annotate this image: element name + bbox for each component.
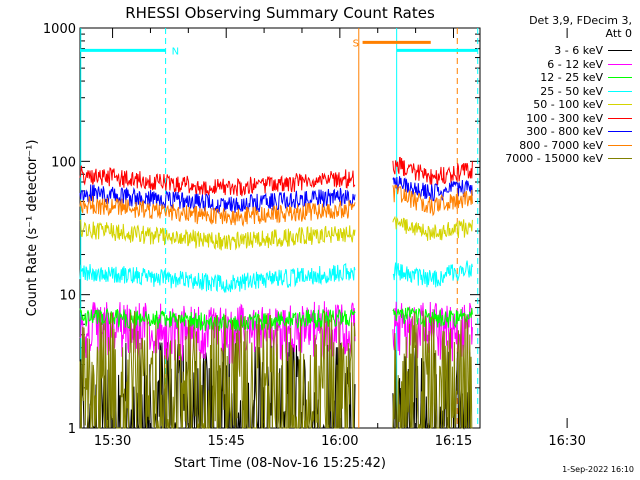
series-line-8: [79, 310, 356, 429]
series-line-4: [79, 219, 356, 251]
legend-item: 25 - 50 keV: [540, 85, 632, 98]
legend-swatch: [608, 50, 632, 51]
legend-swatch: [608, 158, 632, 159]
series-line-7: [79, 195, 356, 227]
y-tick-label: 1: [68, 422, 76, 437]
x-tick-label: 16:00: [321, 434, 358, 449]
legend-label: 7000 - 15000 keV: [505, 152, 603, 165]
legend-item: 100 - 300 keV: [526, 112, 632, 125]
legend-title-line2: Att 0: [605, 27, 632, 40]
legend-label: 25 - 50 keV: [540, 84, 603, 98]
y-tick-label: 1000: [43, 22, 76, 37]
legend-item: 12 - 25 keV: [540, 71, 632, 84]
legend-swatch: [608, 63, 632, 65]
series-line-3: [79, 262, 356, 294]
series-line-5: [392, 156, 473, 187]
legend-label: 6 - 12 keV: [547, 57, 603, 71]
y-tick-label: 10: [59, 289, 76, 304]
legend-swatch: [608, 131, 632, 132]
legend-item: 6 - 12 keV: [547, 58, 632, 71]
legend-swatch: [608, 77, 632, 78]
legend-title-line1: Det 3,9, FDecim 3,: [529, 14, 632, 27]
series-line-1: [79, 301, 356, 364]
x-tick-label: 15:45: [207, 434, 244, 449]
legend-label: 800 - 7000 keV: [519, 138, 603, 152]
legend-swatch: [608, 90, 632, 92]
chart-title: RHESSI Observing Summary Count Rates: [125, 4, 435, 22]
legend-label: 3 - 6 keV: [554, 44, 603, 57]
x-tick-label: 15:30: [94, 434, 131, 449]
legend-item: 50 - 100 keV: [533, 98, 632, 111]
series-line-2: [392, 306, 473, 329]
legend-swatch: [608, 144, 632, 146]
legend-item: 7000 - 15000 keV: [505, 152, 632, 165]
series-line-5: [79, 165, 356, 197]
annotation-label: S: [353, 38, 359, 49]
series-line-7: [392, 184, 473, 217]
legend-swatch: [608, 117, 632, 119]
annotation-label: N: [172, 46, 179, 57]
timestamp: 1-Sep-2022 16:10: [562, 465, 634, 474]
plot-layer: 15:3015:4516:0016:1516:3016:4517:0011010…: [43, 22, 586, 449]
series-line-8: [392, 310, 473, 429]
y-axis-label: Count Rate (s⁻¹ detector⁻¹): [25, 140, 40, 317]
legend-title: Det 3,9, FDecim 3, Att 0: [492, 14, 632, 40]
y-tick-label: 100: [51, 155, 76, 170]
legend-item: 3 - 6 keV: [554, 44, 632, 57]
legend-label: 50 - 100 keV: [533, 98, 603, 111]
legend-item: 300 - 800 keV: [526, 125, 632, 138]
series-line-4: [392, 215, 473, 241]
legend-label: 12 - 25 keV: [540, 71, 603, 84]
x-tick-label: 16:15: [435, 434, 472, 449]
legend-swatch: [608, 104, 632, 105]
x-tick-label: 16:30: [548, 434, 585, 449]
series-line-2: [79, 307, 356, 332]
x-axis-label: Start Time (08-Nov-16 15:25:42): [174, 456, 386, 471]
series-line-3: [392, 260, 473, 288]
series-line-6: [392, 176, 473, 202]
legend-label: 300 - 800 keV: [526, 125, 603, 138]
legend-label: 100 - 300 keV: [526, 111, 603, 125]
legend-item: 800 - 7000 keV: [519, 139, 632, 152]
